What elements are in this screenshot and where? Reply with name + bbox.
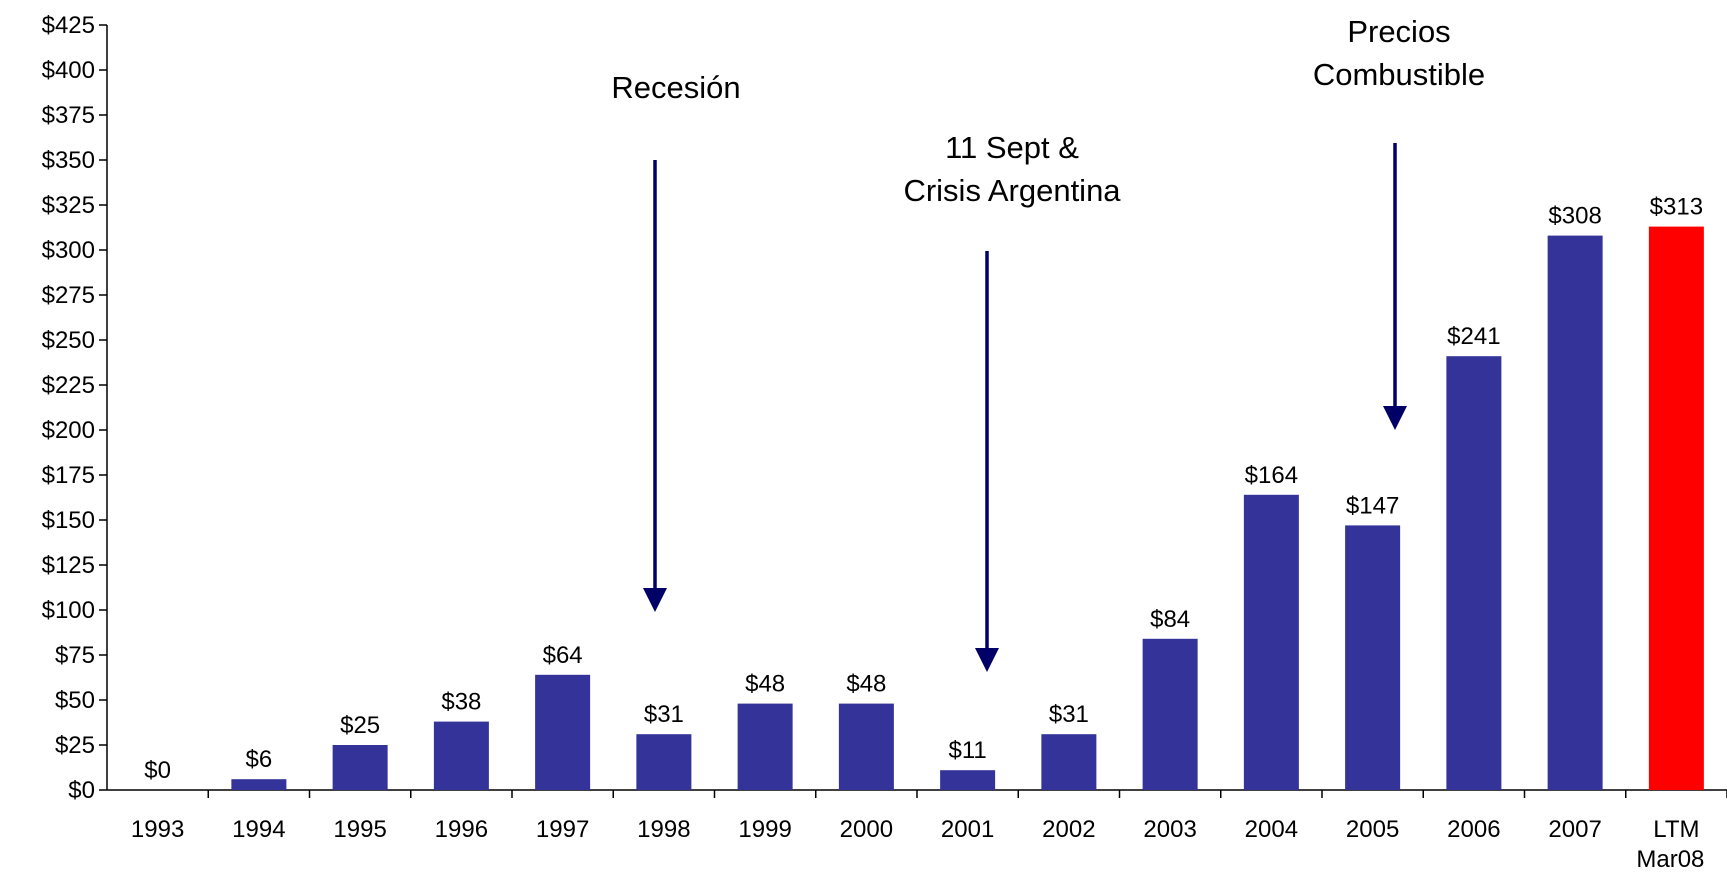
x-tick-label-line: 1993 bbox=[131, 816, 184, 843]
x-tick-label-line: 1997 bbox=[536, 816, 589, 843]
bar bbox=[231, 779, 287, 790]
arrow-head bbox=[1383, 406, 1407, 430]
y-tick-label: $275 bbox=[42, 282, 95, 309]
value-label: $6 bbox=[246, 746, 273, 773]
bar bbox=[332, 745, 388, 790]
value-label: $308 bbox=[1548, 203, 1601, 230]
y-tick-label: $325 bbox=[42, 192, 95, 219]
x-tick-label-line: 2003 bbox=[1143, 816, 1196, 843]
bar bbox=[1446, 356, 1502, 790]
bar bbox=[940, 770, 996, 790]
annotation: Incremento Precios Combustible bbox=[1313, 0, 1485, 92]
y-tick-label: $425 bbox=[42, 12, 95, 39]
x-tick-label-line: LTM bbox=[1653, 816, 1699, 843]
annotation-line: Crisis Argentina bbox=[903, 173, 1121, 208]
x-tick-label: 1997 bbox=[536, 816, 589, 843]
annotation-line: Recesión bbox=[611, 70, 740, 105]
bar bbox=[1547, 235, 1603, 791]
annotation-line: Combustible bbox=[1313, 57, 1485, 92]
bar bbox=[636, 734, 692, 790]
y-tick-label: $50 bbox=[55, 687, 95, 714]
x-tick-label-line: 2002 bbox=[1042, 816, 1095, 843]
value-label: $25 bbox=[340, 712, 380, 739]
x-tick-label: 2005 bbox=[1346, 816, 1399, 843]
x-tick-label-line: Mar08 bbox=[1636, 846, 1704, 873]
value-label: $11 bbox=[948, 737, 986, 764]
y-tick-label: $350 bbox=[42, 147, 95, 174]
x-tick-label-line: 1999 bbox=[738, 816, 791, 843]
arrow-head bbox=[643, 588, 667, 612]
value-label: $147 bbox=[1346, 492, 1399, 519]
x-tick-label: 2004 bbox=[1245, 816, 1298, 843]
x-tick-label-line: 1998 bbox=[637, 816, 690, 843]
y-tick-label: $225 bbox=[42, 372, 95, 399]
y-tick-label: $250 bbox=[42, 327, 95, 354]
y-tick-label: $0 bbox=[68, 777, 95, 804]
bar bbox=[1041, 734, 1097, 790]
x-tick-label-line: 1994 bbox=[232, 816, 285, 843]
x-tick-label: LTM Mar08 bbox=[1636, 816, 1704, 873]
value-label: $241 bbox=[1447, 323, 1500, 350]
y-tick-label: $125 bbox=[42, 552, 95, 579]
value-label: $164 bbox=[1245, 462, 1298, 489]
x-tick-label: 2000 bbox=[840, 816, 893, 843]
annotation-line: Precios bbox=[1347, 14, 1450, 49]
arrow-head bbox=[975, 648, 999, 672]
annotation-line: 11 Sept & bbox=[945, 130, 1079, 165]
bar bbox=[1648, 226, 1704, 791]
x-tick-label: 2003 bbox=[1143, 816, 1196, 843]
x-tick-label-line: 2000 bbox=[840, 816, 893, 843]
value-label: $31 bbox=[644, 701, 684, 728]
x-tick-label-line: 2001 bbox=[941, 816, 994, 843]
y-tick-label: $200 bbox=[42, 417, 95, 444]
bar bbox=[838, 703, 894, 790]
x-tick-label: 1996 bbox=[435, 816, 488, 843]
value-label: $48 bbox=[846, 671, 886, 698]
x-tick-label: 1993 bbox=[131, 816, 184, 843]
bar bbox=[1243, 494, 1299, 790]
x-tick-label: 2002 bbox=[1042, 816, 1095, 843]
y-tick-label: $100 bbox=[42, 597, 95, 624]
value-label: $84 bbox=[1150, 606, 1190, 633]
bar bbox=[433, 721, 489, 790]
value-label: $313 bbox=[1650, 194, 1703, 221]
x-tick-label: 2006 bbox=[1447, 816, 1500, 843]
annotation-line: Incremento bbox=[1321, 0, 1476, 6]
bar bbox=[1345, 525, 1401, 790]
bar bbox=[737, 703, 793, 790]
x-tick-label: 2007 bbox=[1548, 816, 1601, 843]
y-tick-label: $25 bbox=[55, 732, 95, 759]
x-tick-label-line: 2005 bbox=[1346, 816, 1399, 843]
x-tick-label: 1994 bbox=[232, 816, 285, 843]
value-label: $64 bbox=[543, 642, 583, 669]
y-tick-label: $75 bbox=[55, 642, 95, 669]
y-tick-label: $300 bbox=[42, 237, 95, 264]
x-tick-label-line: 1996 bbox=[435, 816, 488, 843]
x-tick-label: 1998 bbox=[637, 816, 690, 843]
annotation: Recesión bbox=[611, 70, 740, 105]
y-tick-label: $175 bbox=[42, 462, 95, 489]
x-tick-label: 1999 bbox=[738, 816, 791, 843]
value-label: $31 bbox=[1049, 701, 1089, 728]
y-tick-label: $150 bbox=[42, 507, 95, 534]
x-tick-label: 1995 bbox=[333, 816, 386, 843]
value-label: $38 bbox=[441, 689, 481, 716]
value-label: $0 bbox=[144, 757, 171, 784]
x-tick-label-line: 2007 bbox=[1548, 816, 1601, 843]
y-tick-label: $400 bbox=[42, 57, 95, 84]
y-tick-label: $375 bbox=[42, 102, 95, 129]
bar bbox=[1142, 638, 1198, 790]
x-tick-label: 2001 bbox=[941, 816, 994, 843]
value-label: $48 bbox=[745, 671, 785, 698]
bar bbox=[535, 674, 591, 790]
x-tick-label-line: 1995 bbox=[333, 816, 386, 843]
x-tick-label-line: 2004 bbox=[1245, 816, 1298, 843]
annotation: 11 Sept & Crisis Argentina bbox=[903, 130, 1121, 208]
x-tick-label-line: 2006 bbox=[1447, 816, 1500, 843]
